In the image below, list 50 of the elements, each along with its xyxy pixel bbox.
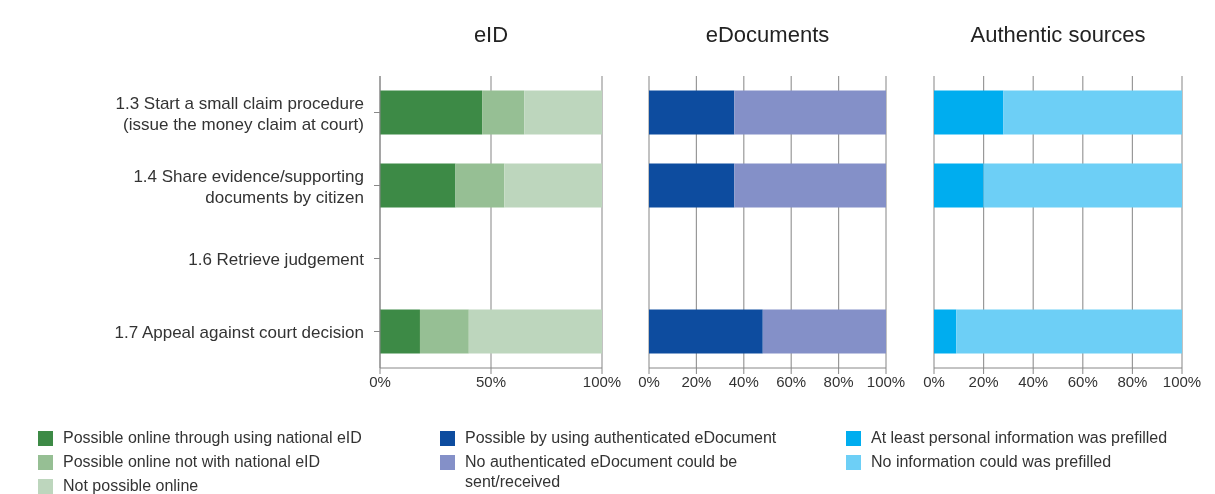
bar xyxy=(934,90,1004,135)
bar xyxy=(934,163,984,208)
bar xyxy=(762,309,886,354)
bar xyxy=(1003,90,1182,135)
legend-label: Not possible online xyxy=(63,476,200,494)
bar xyxy=(649,163,735,208)
x-tick-label: 0% xyxy=(923,372,945,390)
bar xyxy=(649,90,735,135)
x-tick-label: 80% xyxy=(1117,372,1148,390)
bar xyxy=(468,309,602,354)
bar xyxy=(524,90,602,135)
bar xyxy=(934,309,957,354)
bar xyxy=(380,309,420,354)
x-tick-label: 0% xyxy=(369,372,391,390)
x-tick-label: 100% xyxy=(582,372,622,390)
x-tick-label: 40% xyxy=(728,372,759,390)
bar xyxy=(734,163,886,208)
chart-title: Authentic sources xyxy=(969,22,1147,48)
legend-label: Possible online through using national eID xyxy=(63,428,363,448)
x-tick-label: 20% xyxy=(681,372,712,390)
x-tick-label: 0% xyxy=(638,372,660,390)
legend-label: Possible by using authenticated eDocument xyxy=(465,428,778,448)
x-tick-label: 60% xyxy=(1067,372,1098,390)
bar xyxy=(380,163,456,208)
bar xyxy=(734,90,886,135)
y-tick-label: 1.4 Share evidence/supporting documents by citizen xyxy=(133,166,364,207)
bar xyxy=(983,163,1182,208)
x-tick-label: 100% xyxy=(866,372,906,390)
chart-title: eID xyxy=(472,22,510,48)
legend-label: No information could was prefilled xyxy=(871,452,1113,472)
y-tick-label: 1.7 Appeal against court decision xyxy=(114,322,364,342)
bar xyxy=(455,163,505,208)
y-tick-label: 1.6 Retrieve judgement xyxy=(188,249,365,269)
legend-label: At least personal information was prefilled xyxy=(871,428,1169,448)
bar xyxy=(956,309,1182,354)
x-tick-label: 100% xyxy=(1162,372,1202,390)
x-tick-label: 50% xyxy=(475,372,507,390)
bar xyxy=(504,163,602,208)
bar xyxy=(649,309,763,354)
legend-label: No authenticated eDocument could be sent/received xyxy=(465,452,739,492)
legend-label: Possible online not with national eID xyxy=(63,452,322,472)
chart-title: eDocuments xyxy=(704,22,831,48)
bar xyxy=(482,90,525,135)
bar xyxy=(380,90,483,135)
bar xyxy=(419,309,469,354)
y-tick-label: 1.3 Start a small claim procedure (issue the money claim at court) xyxy=(115,93,364,134)
x-tick-label: 80% xyxy=(823,372,854,390)
x-tick-label: 20% xyxy=(968,372,999,390)
x-tick-label: 60% xyxy=(776,372,807,390)
x-tick-label: 40% xyxy=(1018,372,1049,390)
